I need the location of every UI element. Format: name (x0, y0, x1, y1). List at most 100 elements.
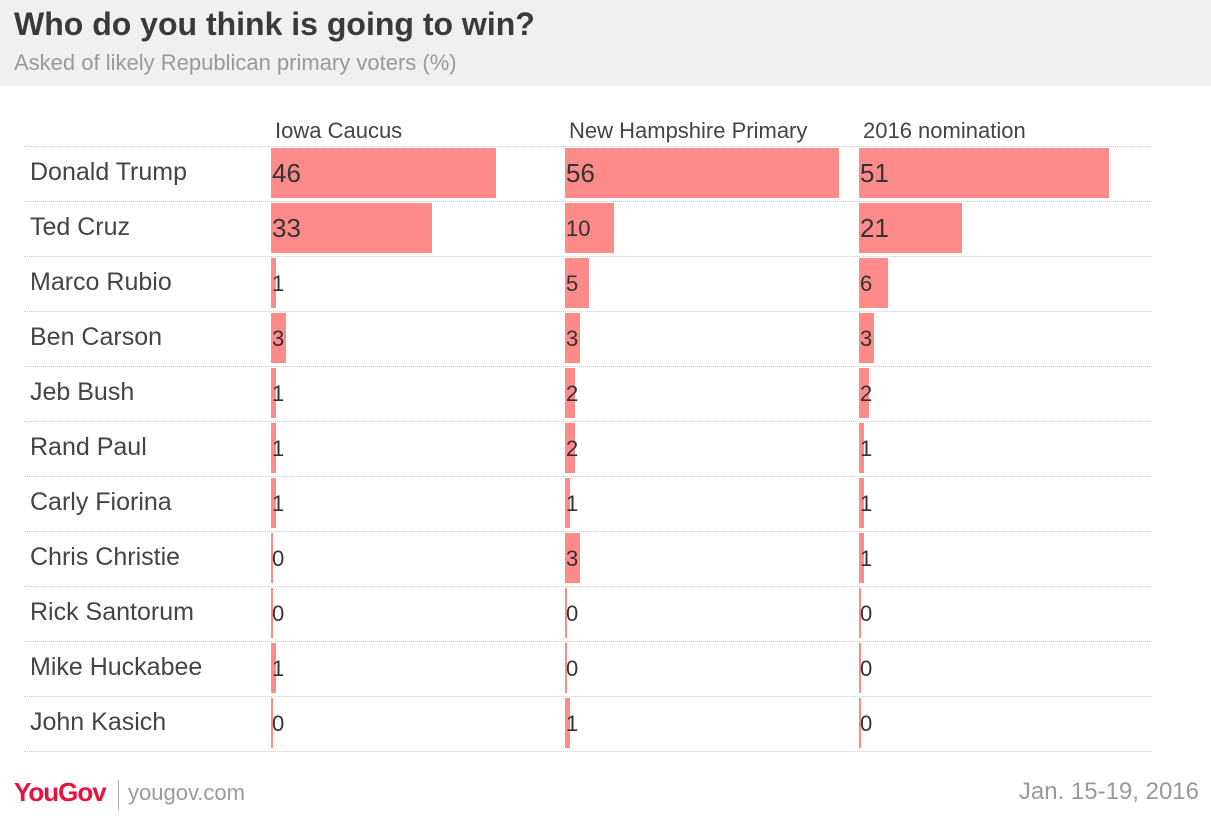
gridline (24, 641, 1152, 642)
bar (859, 148, 1109, 198)
gridline (24, 421, 1152, 422)
gridline (24, 201, 1152, 202)
bar (859, 423, 864, 473)
data-label: 1 (566, 711, 579, 736)
data-label: 1 (860, 436, 873, 461)
data-label: 0 (566, 656, 579, 681)
data-label: 10 (566, 216, 591, 241)
bar (565, 588, 567, 638)
data-label: 0 (566, 601, 579, 626)
bar (565, 423, 575, 473)
bar (271, 148, 496, 198)
bar (859, 203, 962, 253)
data-label: 51 (860, 158, 889, 188)
data-label: 0 (272, 601, 285, 626)
bar (859, 368, 869, 418)
data-label: 1 (272, 381, 285, 406)
bar (271, 313, 286, 363)
bar (859, 698, 861, 748)
data-label: 0 (860, 711, 873, 736)
data-label: 0 (272, 711, 285, 736)
gridline (24, 256, 1152, 257)
bar (859, 643, 861, 693)
data-label: 21 (860, 213, 889, 243)
bar (565, 313, 580, 363)
data-label: 3 (272, 326, 285, 351)
bar (271, 258, 276, 308)
gridline (24, 366, 1152, 367)
bar (565, 203, 614, 253)
bar (565, 533, 580, 583)
data-label: 3 (860, 326, 873, 351)
footer-site-link[interactable]: yougov.com (128, 780, 245, 805)
bar (859, 478, 864, 528)
data-label: 6 (860, 271, 873, 296)
bar (271, 368, 276, 418)
bar (565, 148, 839, 198)
candidate-label: Mike Huckabee (30, 653, 203, 681)
bar (859, 258, 888, 308)
data-label: 0 (272, 546, 285, 571)
bar (859, 313, 874, 363)
candidate-label: Chris Christie (30, 543, 181, 571)
data-label: 1 (860, 546, 873, 571)
bar (271, 478, 276, 528)
header: Who do you think is going to win? Asked … (0, 0, 1211, 86)
data-label: 2 (860, 381, 873, 406)
bar (271, 643, 276, 693)
gridline (24, 311, 1152, 312)
bar (271, 698, 273, 748)
yougov-logo[interactable]: YouGov (14, 777, 107, 807)
gridline (24, 476, 1152, 477)
gridline (24, 146, 1152, 147)
column-header: New Hampshire Primary (569, 118, 808, 143)
data-label: 5 (566, 271, 579, 296)
gridline (24, 751, 1152, 752)
candidate-label: Marco Rubio (30, 268, 172, 296)
data-label: 0 (860, 601, 873, 626)
bar (565, 258, 589, 308)
candidate-label: Donald Trump (30, 158, 188, 186)
data-label: 3 (566, 326, 579, 351)
data-label: 1 (272, 491, 285, 516)
chart-title: Who do you think is going to win? (14, 6, 535, 42)
candidate-label: Rand Paul (30, 433, 147, 461)
data-label: 46 (272, 158, 301, 188)
bar (859, 533, 864, 583)
gridline (24, 531, 1152, 532)
gridline (24, 696, 1152, 697)
bar (565, 643, 567, 693)
chart-area: Iowa Caucus New Hampshire Primary 2016 nom… (0, 86, 1211, 766)
data-label: 1 (272, 271, 285, 296)
data-label: 1 (272, 656, 285, 681)
candidate-label: Ted Cruz (30, 213, 131, 241)
candidate-label: Rick Santorum (30, 598, 194, 626)
bar (271, 423, 276, 473)
data-label: 2 (566, 381, 579, 406)
bar (271, 203, 432, 253)
data-label: 0 (860, 656, 873, 681)
column-header: 2016 nomination (863, 118, 1026, 143)
bar (565, 368, 575, 418)
data-label: 3 (566, 546, 579, 571)
chart-subtitle: Asked of likely Republican primary voter… (14, 50, 457, 75)
data-label: 1 (566, 491, 579, 516)
bar (271, 588, 273, 638)
footer-divider (118, 780, 119, 810)
candidate-label: John Kasich (30, 708, 167, 736)
data-label: 1 (272, 436, 285, 461)
candidate-label: Ben Carson (30, 323, 163, 351)
data-label: 56 (566, 158, 595, 188)
data-label: 2 (566, 436, 579, 461)
column-header: Iowa Caucus (275, 118, 403, 143)
data-label: 33 (272, 213, 301, 243)
candidate-label: Jeb Bush (30, 378, 135, 406)
bar (271, 533, 273, 583)
survey-date: Jan. 15-19, 2016 (1018, 778, 1199, 805)
bar (859, 588, 861, 638)
bar (565, 698, 570, 748)
gridline (24, 586, 1152, 587)
data-label: 1 (860, 491, 873, 516)
bar (565, 478, 570, 528)
candidate-label: Carly Fiorina (30, 488, 172, 516)
